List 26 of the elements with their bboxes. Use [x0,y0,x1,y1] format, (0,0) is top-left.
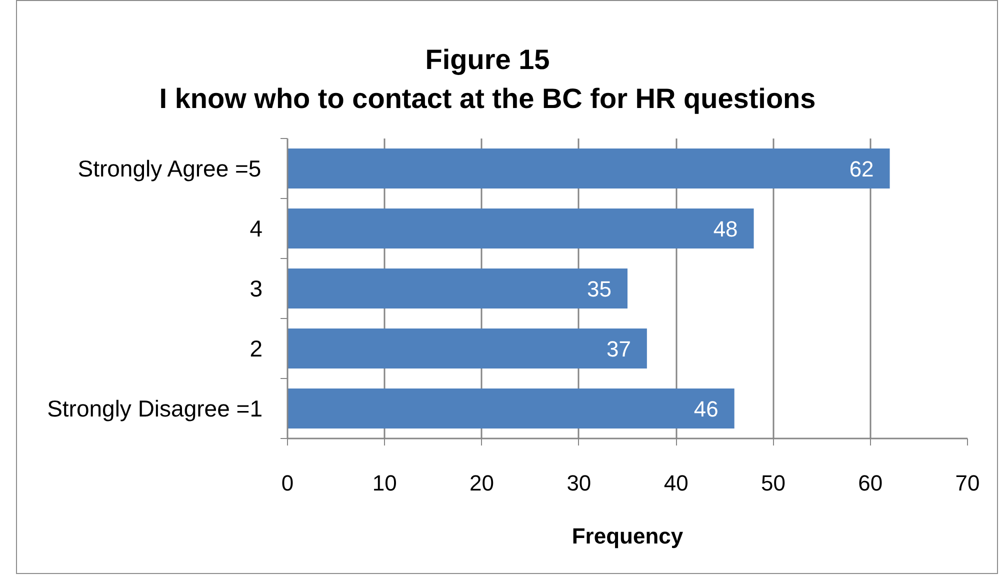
y-tick-label: Strongly Disagree =1 [47,396,263,422]
x-tick-label: 70 [955,470,980,496]
data-label: 46 [694,396,718,422]
x-tick-label: 10 [372,470,397,496]
bar [288,388,734,429]
chart-title: Figure 15 [425,44,550,75]
x-tick-label: 30 [566,470,592,496]
y-tick-label: 2 [250,336,263,362]
y-tick-label: 3 [250,276,263,302]
x-tick-label: 50 [760,470,786,496]
x-tick-label: 0 [281,470,294,496]
data-label: 62 [849,156,874,182]
data-label: 37 [606,336,631,362]
bar [288,148,890,189]
y-tick-label: Strongly Agree =5 [78,156,262,182]
bar [288,268,628,309]
x-tick-label: 20 [470,470,494,496]
bar [288,328,647,369]
x-tick-label: 40 [664,470,688,496]
x-tick-label: 60 [858,470,883,496]
bar [288,208,754,249]
chart-subtitle: I know who to contact at the BC for HR questions [159,83,816,114]
x-axis-title: Frequency [572,524,684,548]
data-label: 35 [587,276,612,302]
data-label: 48 [713,216,738,242]
y-tick-label: 4 [250,216,263,242]
